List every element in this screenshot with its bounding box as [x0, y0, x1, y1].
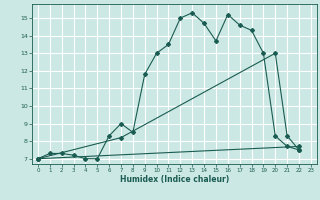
X-axis label: Humidex (Indice chaleur): Humidex (Indice chaleur): [120, 175, 229, 184]
